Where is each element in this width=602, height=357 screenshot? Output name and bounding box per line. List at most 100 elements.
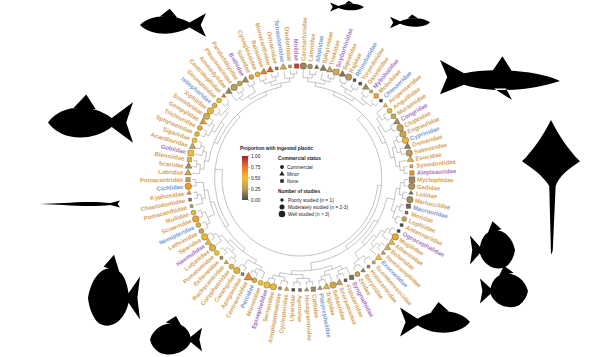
svg-text:Moderately studied (n = 2-3): Moderately studied (n = 2-3) <box>288 205 349 210</box>
svg-text:Scorpaenidae: Scorpaenidae <box>338 286 358 326</box>
svg-text:Trichiuridae: Trichiuridae <box>163 107 197 129</box>
svg-text:Carcharhinidae: Carcharhinidae <box>301 17 308 62</box>
svg-text:Sphyraenidae: Sphyraenidae <box>155 113 194 135</box>
svg-text:Commercial: Commercial <box>287 165 313 170</box>
svg-text:Ammodytidae: Ammodytidae <box>198 55 228 90</box>
svg-text:Belonidae: Belonidae <box>389 248 416 272</box>
svg-text:Scaridae: Scaridae <box>158 160 184 169</box>
svg-text:Soleidae: Soleidae <box>235 49 252 74</box>
svg-text:Antennariidae: Antennariidae <box>404 224 444 247</box>
svg-text:1.00: 1.00 <box>251 154 261 159</box>
svg-text:Number of studies: Number of studies <box>278 189 320 194</box>
svg-text:Agonidae: Agonidae <box>297 295 303 323</box>
svg-text:Minor: Minor <box>287 172 299 177</box>
svg-text:Cynoglossidae: Cynoglossidae <box>236 29 259 71</box>
svg-text:0.00: 0.00 <box>251 198 261 203</box>
svg-text:Berycidae: Berycidae <box>363 273 385 301</box>
svg-text:Scomberesocidae: Scomberesocidae <box>374 264 413 307</box>
svg-text:None: None <box>287 179 299 184</box>
svg-text:Muraenidae: Muraenidae <box>396 92 428 116</box>
svg-text:Ogcocephalidae: Ogcocephalidae <box>401 230 446 259</box>
svg-text:Echeneidae: Echeneidae <box>192 259 220 288</box>
svg-text:Stromateidae: Stromateidae <box>185 68 218 100</box>
svg-text:Nemipteridae: Nemipteridae <box>158 224 196 246</box>
svg-text:Apogonidae: Apogonidae <box>219 276 243 310</box>
svg-text:Pomacentridae: Pomacentridae <box>140 177 184 184</box>
svg-text:Dasyatidae: Dasyatidae <box>366 55 390 86</box>
svg-text:Scyliorhinidae: Scyliorhinidae <box>335 27 354 69</box>
svg-text:Sparidae: Sparidae <box>177 237 202 256</box>
svg-text:Pleuronectidae: Pleuronectidae <box>203 46 234 86</box>
svg-text:Proportion with ingested plast: Proportion with ingested plastic <box>240 146 313 151</box>
svg-text:Paralichthyidae: Paralichthyidae <box>210 40 240 81</box>
svg-text:Monacanthidae: Monacanthidae <box>254 22 272 66</box>
svg-text:Squalidae: Squalidae <box>341 42 358 71</box>
svg-text:Lophiidae: Lophiidae <box>407 218 437 234</box>
svg-text:Poorly studied (n = 1): Poorly studied (n = 1) <box>288 198 334 203</box>
svg-text:Labridae: Labridae <box>158 169 184 176</box>
svg-text:Commercial status: Commercial status <box>278 156 321 161</box>
svg-text:Myliobatidae: Myliobatidae <box>372 57 400 90</box>
svg-text:Well studied (n > 3): Well studied (n > 3) <box>288 212 330 217</box>
svg-text:Hexagrammidae: Hexagrammidae <box>304 295 313 342</box>
svg-text:Zeidae: Zeidae <box>357 276 373 297</box>
svg-text:Torpedinidae: Torpedinidae <box>360 46 386 81</box>
svg-text:Cyprinidae: Cyprinidae <box>409 125 441 142</box>
svg-text:0.50: 0.50 <box>251 176 261 181</box>
svg-text:Lutjanidae: Lutjanidae <box>183 248 211 272</box>
svg-text:Moronidae: Moronidae <box>245 286 262 317</box>
svg-text:Diodontidae: Diodontidae <box>283 27 292 63</box>
svg-text:Carangidae: Carangidae <box>213 273 237 304</box>
svg-text:Mugilidae: Mugilidae <box>398 237 425 257</box>
svg-text:Syngnathidae: Syngnathidae <box>351 280 375 319</box>
svg-text:Pomatomidae: Pomatomidae <box>181 254 216 285</box>
svg-text:Centrolophidae: Centrolophidae <box>188 57 223 95</box>
svg-text:Cichlidae: Cichlidae <box>156 184 184 192</box>
svg-text:Myctophidae: Myctophidae <box>417 177 454 184</box>
svg-text:Scombridae: Scombridae <box>172 92 204 116</box>
svg-text:Atherinidae: Atherinidae <box>393 242 425 267</box>
svg-text:Tetraodontidae: Tetraodontidae <box>273 19 285 63</box>
svg-text:Macrouridae: Macrouridae <box>412 204 449 220</box>
svg-text:Engraulidae: Engraulidae <box>406 115 441 135</box>
svg-text:Coryphaenidae: Coryphaenidae <box>199 268 231 307</box>
svg-text:Osmeridae: Osmeridae <box>411 133 443 149</box>
svg-text:Anguillidae: Anguillidae <box>391 86 422 111</box>
svg-text:Anoplopomatidae: Anoplopomatidae <box>267 292 283 344</box>
svg-text:Lethrinidae: Lethrinidae <box>167 230 199 252</box>
svg-text:0.25: 0.25 <box>251 187 261 192</box>
svg-text:Acanthuridae: Acanthuridae <box>150 131 189 149</box>
svg-text:Rachycentridae: Rachycentridae <box>191 264 226 302</box>
svg-text:Cottidae: Cottidae <box>311 294 320 319</box>
svg-text:Chaetodontidae: Chaetodontidae <box>140 198 186 213</box>
svg-text:Hemiramphidae: Hemiramphidae <box>384 254 423 289</box>
svg-text:Pomacanthidae: Pomacanthidae <box>143 204 188 222</box>
svg-text:Rhinobatidae: Rhinobatidae <box>354 41 379 78</box>
svg-text:Mobulidae: Mobulidae <box>377 68 402 95</box>
svg-text:Kyphosidae: Kyphosidae <box>150 191 185 202</box>
svg-text:Exocoetidae: Exocoetidae <box>380 259 410 289</box>
svg-text:Liparidae: Liparidae <box>288 294 296 322</box>
svg-text:Molidae: Molidae <box>293 39 300 62</box>
svg-text:Sciaenidae: Sciaenidae <box>160 218 193 235</box>
svg-text:Alepisauridae: Alepisauridae <box>417 168 457 176</box>
svg-text:Istiophoridae: Istiophoridae <box>180 75 213 105</box>
svg-text:Bothidae: Bothidae <box>227 51 246 78</box>
svg-text:Haemulidae: Haemulidae <box>175 242 207 268</box>
svg-text:Centrarchidae: Centrarchidae <box>224 280 249 320</box>
svg-text:Congridae: Congridae <box>399 102 429 123</box>
svg-text:Acipenseridae: Acipenseridae <box>387 73 423 105</box>
svg-text:Percidae: Percidae <box>239 283 256 309</box>
svg-text:Clupeidae: Clupeidae <box>403 110 432 129</box>
svg-text:Gempylidae: Gempylidae <box>167 99 201 123</box>
svg-text:Rajidae: Rajidae <box>348 52 363 74</box>
svg-text:Chimaeridae: Chimaeridae <box>382 70 413 100</box>
svg-text:Synodontidae: Synodontidae <box>416 159 457 169</box>
svg-text:Xiphiidae: Xiphiidae <box>183 89 209 111</box>
svg-text:Siganidae: Siganidae <box>162 126 191 142</box>
svg-text:Epinephelidae: Epinephelidae <box>250 288 269 330</box>
svg-text:Holocentridae: Holocentridae <box>369 268 399 304</box>
svg-text:0.75: 0.75 <box>251 165 261 170</box>
svg-text:Sebastidae: Sebastidae <box>331 288 347 321</box>
svg-text:Fistulariidae: Fistulariidae <box>344 283 365 319</box>
